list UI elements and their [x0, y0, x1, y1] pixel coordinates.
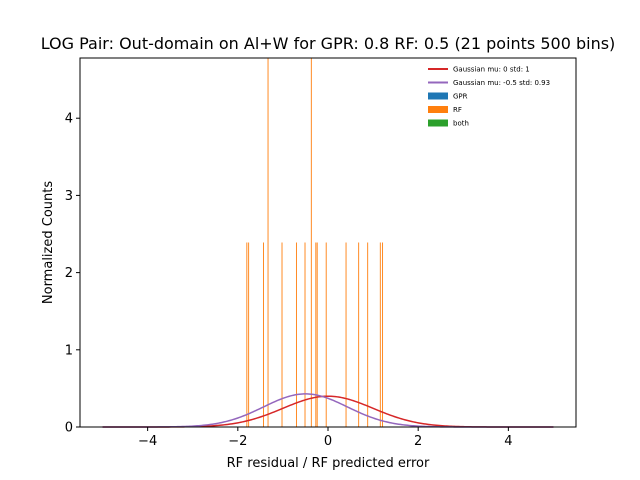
x-tick-label: −4 — [138, 434, 157, 449]
rf-bars — [246, 58, 384, 427]
legend-label: RF — [453, 106, 462, 114]
x-axis-ticks: −4 −2 0 2 4 — [138, 427, 513, 449]
y-axis-label: Normalized Counts — [41, 181, 56, 304]
rf-bar — [316, 242, 318, 427]
y-axis-ticks: 0 1 2 3 4 — [65, 112, 80, 436]
plot-frame — [79, 57, 577, 428]
legend-swatch — [428, 119, 448, 127]
chart-title: LOG Pair: Out-domain on Al+W for GPR: 0.… — [41, 34, 616, 53]
y-tick-label: 4 — [65, 112, 73, 127]
rf-bar — [367, 242, 369, 427]
rf-bar — [304, 242, 306, 427]
legend-label: both — [453, 120, 469, 128]
rf-bar — [358, 242, 360, 427]
rf-bar — [315, 242, 317, 427]
rf-bar — [246, 242, 248, 427]
rf-bar — [263, 242, 264, 427]
rf-bar — [325, 242, 327, 427]
rf-bar — [345, 242, 347, 427]
rf-bar — [248, 242, 250, 427]
x-tick-label: 0 — [324, 434, 332, 449]
rf-bar — [281, 242, 283, 427]
legend-label: GPR — [453, 93, 468, 101]
gaussian-curves — [102, 393, 554, 428]
rf-bar — [382, 242, 384, 427]
x-axis-label: RF residual / RF predicted error — [227, 456, 430, 471]
y-tick-label: 1 — [65, 343, 73, 358]
y-tick-label: 2 — [65, 266, 73, 281]
x-tick-label: −2 — [228, 434, 247, 449]
rf-bar — [295, 242, 297, 427]
legend: Gaussian mu: 0 std: 1 Gaussian mu: -0.5 s… — [428, 66, 550, 128]
rf-bar — [267, 58, 269, 427]
legend-label: Gaussian mu: -0.5 std: 0.93 — [453, 79, 550, 87]
gaussian-curve — [102, 395, 554, 428]
legend-swatch — [428, 106, 448, 113]
x-tick-label: 4 — [504, 434, 512, 449]
legend-swatch — [428, 92, 448, 100]
rf-bar — [379, 242, 381, 427]
rf-bar — [310, 58, 312, 427]
gaussian-curve — [102, 393, 554, 428]
y-tick-label: 3 — [65, 189, 73, 204]
y-tick-label: 0 — [65, 421, 73, 436]
legend-label: Gaussian mu: 0 std: 1 — [453, 66, 530, 74]
x-tick-label: 2 — [414, 434, 422, 449]
